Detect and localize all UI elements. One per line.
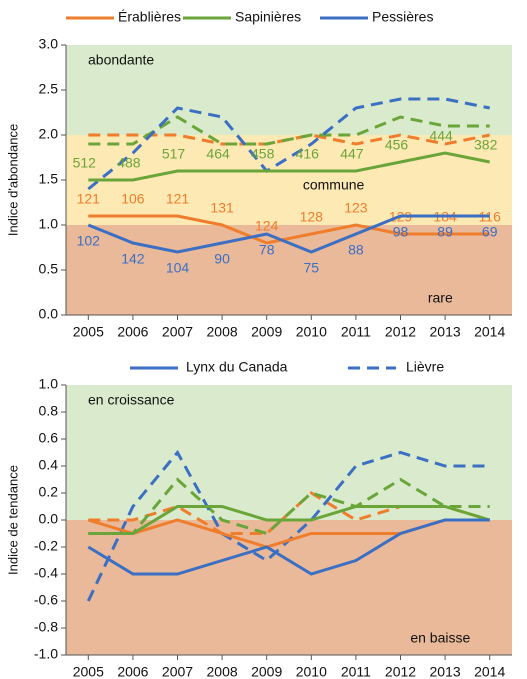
x-tick-label: 2005 [73,324,104,340]
x-tick-label: 2010 [296,324,327,340]
legend-label: Érablières [118,9,181,25]
data-label: 142 [121,251,145,267]
data-label: 90 [214,251,230,267]
data-label: 464 [206,146,230,162]
data-label: 121 [77,191,101,207]
legend-label: Pessières [372,9,433,25]
band-label: commune [303,177,365,193]
x-tick-label: 2006 [117,664,148,679]
data-label: 444 [429,128,453,144]
x-tick-label: 2013 [430,664,461,679]
data-label: 106 [121,191,145,207]
y-tick-label: 0.6 [39,430,59,446]
x-tick-label: 2007 [162,324,193,340]
dashed-line [88,477,490,536]
x-tick-label: 2008 [207,664,238,679]
x-tick-label: 2007 [162,664,193,679]
data-label: 89 [437,224,453,240]
data-label: 512 [73,155,97,171]
x-tick-label: 2014 [474,324,505,340]
data-label: 458 [251,146,275,162]
data-label: 382 [474,137,498,153]
y-tick-label: 0.4 [39,457,59,473]
x-tick-label: 2011 [341,324,371,340]
band-label: abondante [88,52,154,68]
y-tick-label: -0.4 [34,565,58,581]
x-tick-label: 2008 [207,324,238,340]
data-label: 416 [296,146,320,162]
x-tick-label: 2011 [341,664,371,679]
y-axis-label: Indice d'abondance [5,124,20,236]
data-label: 75 [304,260,320,276]
band-label: en baisse [410,630,470,646]
y-tick-label: 0.0 [39,511,59,527]
solid-line [87,214,490,254]
data-label: 102 [77,233,101,249]
data-label: 488 [117,155,141,171]
data-label: 456 [385,137,409,153]
band [66,520,512,655]
data-label: 128 [300,209,324,225]
data-label: 78 [259,242,275,258]
y-tick-label: 2.5 [39,81,59,97]
dashed-line [88,115,490,146]
data-label: 88 [348,242,364,258]
y-tick-label: 0.2 [39,484,59,500]
y-tick-label: 0.5 [39,261,59,277]
data-label: 131 [210,200,234,216]
solid-line [88,151,490,182]
data-label: 447 [340,146,364,162]
y-tick-label: 0.8 [39,403,59,419]
y-tick-label: 1.0 [39,376,59,392]
y-tick-label: 3.0 [39,36,59,52]
x-tick-label: 2013 [430,324,461,340]
x-tick-label: 2009 [251,664,282,679]
data-label: 69 [482,224,498,240]
y-axis-label: Indice de tendance [5,465,20,575]
y-tick-label: -0.8 [34,619,58,635]
data-label: 98 [393,224,409,240]
y-tick-label: 0.0 [39,306,59,322]
x-tick-label: 2009 [251,324,282,340]
legend-label: Lynx du Canada [186,359,288,375]
data-label: 104 [166,260,190,276]
data-label: 121 [166,191,190,207]
band-label: en croissance [88,392,175,408]
x-tick-label: 2010 [296,664,327,679]
x-tick-label: 2006 [117,324,148,340]
data-label: 116 [479,209,502,225]
y-tick-label: -0.6 [34,592,58,608]
legend-label: Lièvre [406,359,444,375]
y-tick-label: 2.0 [39,126,59,142]
legend-label: Sapinières [235,9,301,25]
data-label: 123 [344,200,368,216]
data-label: 517 [162,146,186,162]
dashed-line [88,133,490,146]
y-tick-label: -0.2 [34,538,58,554]
solid-line [88,214,490,245]
solid-line [87,518,490,576]
data-label: 124 [255,218,279,234]
y-tick-label: 1.0 [39,216,59,232]
x-tick-label: 2014 [474,664,505,679]
x-tick-label: 2012 [385,324,416,340]
band-label: rare [428,290,453,306]
y-tick-label: -1.0 [34,646,58,662]
band [66,45,512,135]
solid-line [88,505,491,535]
x-tick-label: 2005 [73,664,104,679]
y-tick-label: 1.5 [39,171,59,187]
x-tick-label: 2012 [385,664,416,679]
